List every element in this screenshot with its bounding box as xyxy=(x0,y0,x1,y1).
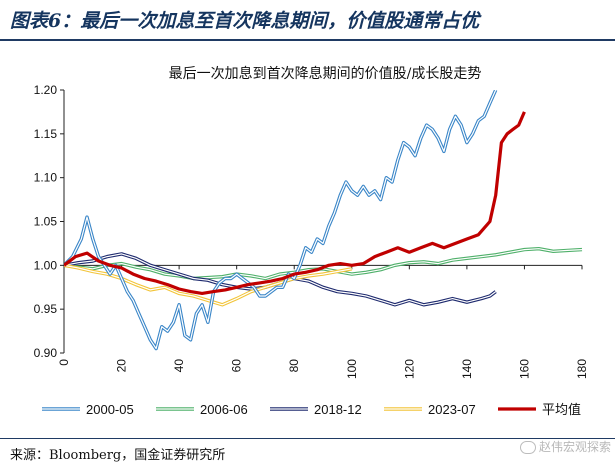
series-line-average xyxy=(64,111,526,295)
watermark-text: 赵伟宏观探索 xyxy=(538,440,611,454)
line-chart: 最后一次加息到首次降息期间的价值股/成长股走势 0.90 0.95 1.00 1.05… xyxy=(34,65,589,417)
series-line-inner xyxy=(64,264,352,306)
y-tick-label: 1.00 xyxy=(34,258,58,272)
x-tick-label: 0 xyxy=(57,359,71,366)
header-divider xyxy=(0,39,615,41)
source-note: 来源：Bloomberg，国金证券研究所 xyxy=(10,448,226,463)
footer-divider xyxy=(0,438,615,439)
legend-label: 2023-07 xyxy=(428,402,476,417)
figure-title: 图表6：最后一次加息至首次降息期间，价值股通常占优 xyxy=(10,10,480,32)
y-tick-label: 1.05 xyxy=(34,215,58,229)
y-tick-label: 0.90 xyxy=(34,346,58,360)
x-tick-label: 80 xyxy=(287,359,301,373)
x-tick-label: 20 xyxy=(115,359,129,373)
y-tick-label: 1.15 xyxy=(34,127,58,141)
x-tick-label: 40 xyxy=(172,359,186,373)
x-tick-label: 160 xyxy=(517,359,531,379)
legend-label: 2006-06 xyxy=(200,402,248,417)
legend-label: 2018-12 xyxy=(314,402,362,417)
watermark: 赵伟宏观探索 xyxy=(519,438,611,455)
series-line-inner xyxy=(64,90,497,350)
x-tick-label: 120 xyxy=(402,359,416,379)
legend-label: 2000-05 xyxy=(86,402,134,417)
y-tick-label: 1.20 xyxy=(34,83,58,97)
x-tick-label: 60 xyxy=(230,359,244,373)
wechat-icon xyxy=(519,441,536,454)
figure-header: 图表6：最后一次加息至首次降息期间，价值股通常占优 xyxy=(0,0,615,41)
y-tick-label: 0.95 xyxy=(34,302,58,316)
legend-label: 平均值 xyxy=(542,402,581,417)
y-tick-label: 1.10 xyxy=(34,171,58,185)
x-tick-label: 100 xyxy=(345,359,359,379)
x-tick-label: 140 xyxy=(460,359,474,379)
chart-title: 最后一次加息到首次降息期间的价值股/成长股走势 xyxy=(169,65,482,82)
x-tick-label: 180 xyxy=(575,359,589,379)
